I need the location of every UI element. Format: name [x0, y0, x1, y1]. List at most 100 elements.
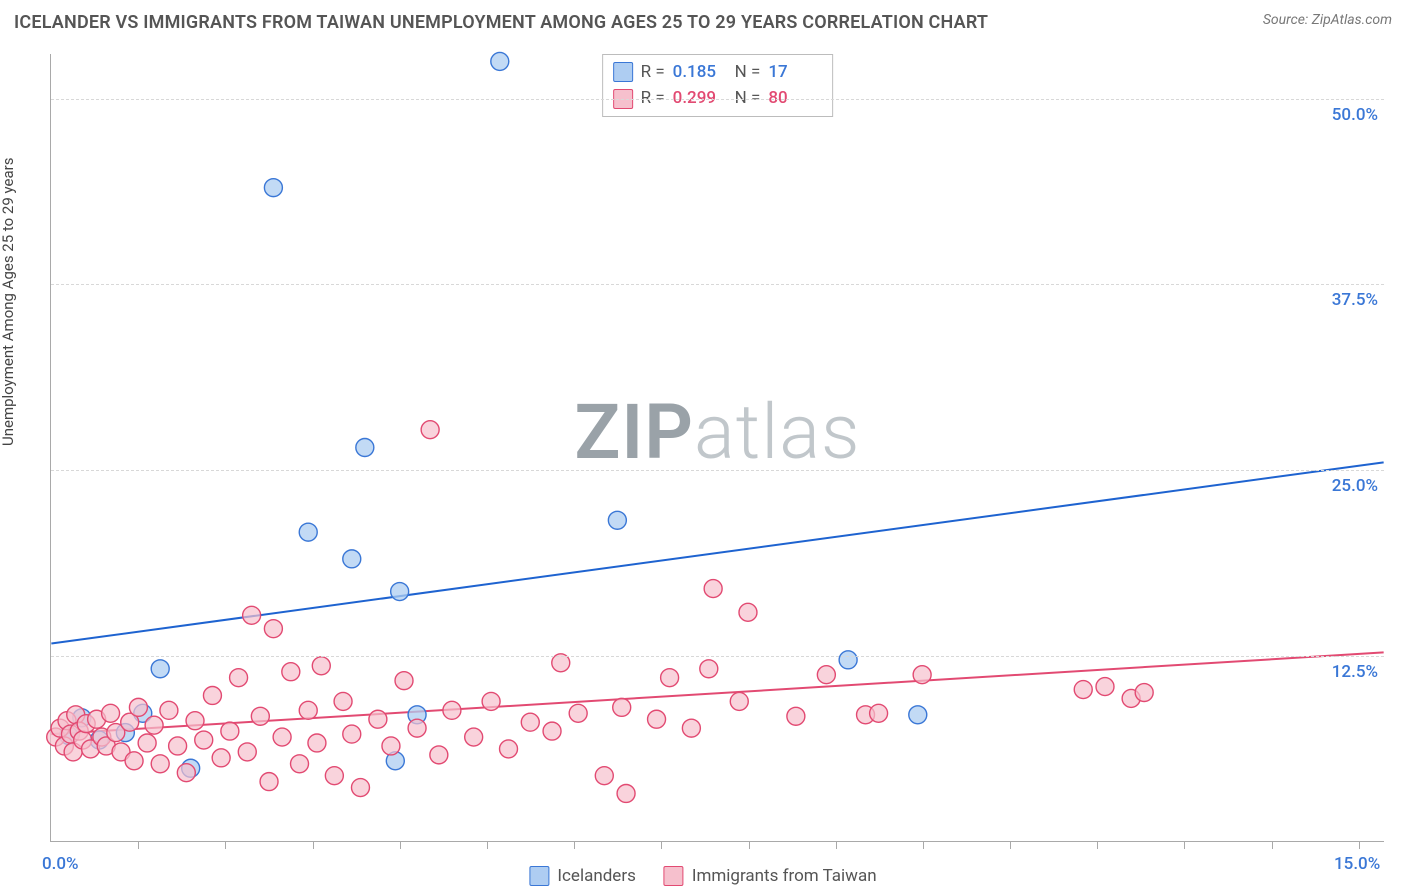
y-tick-label: 37.5%	[1332, 290, 1378, 310]
legend-label-icelanders: Icelanders	[557, 866, 635, 886]
point-taiwan	[102, 704, 120, 722]
point-taiwan	[613, 698, 631, 716]
point-taiwan	[482, 692, 500, 710]
point-taiwan	[543, 722, 561, 740]
point-taiwan	[282, 663, 300, 681]
point-taiwan	[291, 755, 309, 773]
point-taiwan	[787, 707, 805, 725]
point-taiwan	[595, 767, 613, 785]
point-taiwan	[870, 704, 888, 722]
point-taiwan	[913, 666, 931, 684]
point-taiwan	[230, 669, 248, 687]
point-taiwan	[430, 746, 448, 764]
point-taiwan	[129, 698, 147, 716]
stats-N-label: N =	[735, 59, 761, 85]
x-axis-start-label: 0.0%	[42, 854, 79, 874]
point-taiwan	[243, 606, 261, 624]
legend-swatch-icelanders	[529, 866, 549, 886]
x-tick	[487, 841, 488, 849]
x-tick	[313, 841, 314, 849]
point-taiwan	[299, 701, 317, 719]
x-tick	[923, 841, 924, 849]
point-taiwan	[569, 704, 587, 722]
point-taiwan	[312, 657, 330, 675]
x-tick	[1097, 841, 1098, 849]
point-taiwan	[351, 779, 369, 797]
point-taiwan	[500, 740, 518, 758]
point-icelanders	[151, 660, 169, 678]
point-taiwan	[138, 734, 156, 752]
point-taiwan	[334, 692, 352, 710]
point-taiwan	[203, 686, 221, 704]
x-tick	[1272, 841, 1273, 849]
gridline-h	[51, 99, 1384, 100]
gridline-h	[51, 656, 1384, 657]
x-tick	[1010, 841, 1011, 849]
point-taiwan	[408, 719, 426, 737]
point-icelanders	[608, 511, 626, 529]
point-icelanders	[839, 651, 857, 669]
legend-label-taiwan: Immigrants from Taiwan	[692, 866, 877, 886]
stats-R-icelanders: 0.185	[673, 59, 727, 85]
point-taiwan	[212, 749, 230, 767]
x-tick	[661, 841, 662, 849]
x-tick	[1184, 841, 1185, 849]
source-label: Source: ZipAtlas.com	[1263, 12, 1392, 28]
point-icelanders	[264, 179, 282, 197]
y-axis-label: Unemployment Among Ages 25 to 29 years	[0, 158, 17, 446]
stats-box: R = 0.185 N = 17 R = 0.299 N = 80	[602, 54, 834, 117]
point-taiwan	[125, 752, 143, 770]
point-taiwan	[251, 707, 269, 725]
point-taiwan	[238, 743, 256, 761]
legend-item-icelanders: Icelanders	[529, 866, 635, 886]
legend-item-taiwan: Immigrants from Taiwan	[664, 866, 877, 886]
x-tick	[836, 841, 837, 849]
point-taiwan	[648, 710, 666, 728]
point-taiwan	[739, 603, 757, 621]
point-taiwan	[443, 701, 461, 719]
point-taiwan	[151, 755, 169, 773]
point-taiwan	[704, 580, 722, 598]
point-taiwan	[395, 672, 413, 690]
point-taiwan	[817, 666, 835, 684]
point-taiwan	[260, 773, 278, 791]
y-tick-label: 12.5%	[1332, 662, 1378, 682]
point-taiwan	[169, 737, 187, 755]
point-taiwan	[273, 728, 291, 746]
x-tick	[138, 841, 139, 849]
point-taiwan	[682, 719, 700, 737]
chart-title: ICELANDER VS IMMIGRANTS FROM TAIWAN UNEM…	[14, 12, 988, 33]
point-taiwan	[369, 710, 387, 728]
point-taiwan	[308, 734, 326, 752]
point-taiwan	[700, 660, 718, 678]
point-icelanders	[391, 583, 409, 601]
point-taiwan	[521, 713, 539, 731]
point-taiwan	[145, 716, 163, 734]
point-taiwan	[195, 731, 213, 749]
point-taiwan	[264, 620, 282, 638]
bottom-legend: Icelanders Immigrants from Taiwan	[529, 866, 876, 886]
x-tick	[574, 841, 575, 849]
x-tick	[1359, 841, 1360, 849]
point-icelanders	[491, 52, 509, 70]
point-taiwan	[617, 784, 635, 802]
y-tick-label: 25.0%	[1332, 476, 1378, 496]
point-taiwan	[160, 701, 178, 719]
stats-N-icelanders: 17	[768, 59, 822, 85]
stats-R-label: R =	[641, 59, 665, 85]
point-taiwan	[1074, 681, 1092, 699]
point-taiwan	[382, 737, 400, 755]
point-icelanders	[299, 523, 317, 541]
point-taiwan	[325, 767, 343, 785]
x-tick	[749, 841, 750, 849]
point-taiwan	[730, 692, 748, 710]
x-tick	[225, 841, 226, 849]
legend-swatch-taiwan	[664, 866, 684, 886]
stats-row-icelanders: R = 0.185 N = 17	[613, 59, 823, 85]
x-axis-end-label: 15.0%	[1334, 854, 1380, 874]
point-taiwan	[661, 669, 679, 687]
y-tick-label: 50.0%	[1332, 105, 1378, 125]
swatch-icelanders	[613, 62, 633, 82]
gridline-h	[51, 470, 1384, 471]
point-taiwan	[1096, 678, 1114, 696]
